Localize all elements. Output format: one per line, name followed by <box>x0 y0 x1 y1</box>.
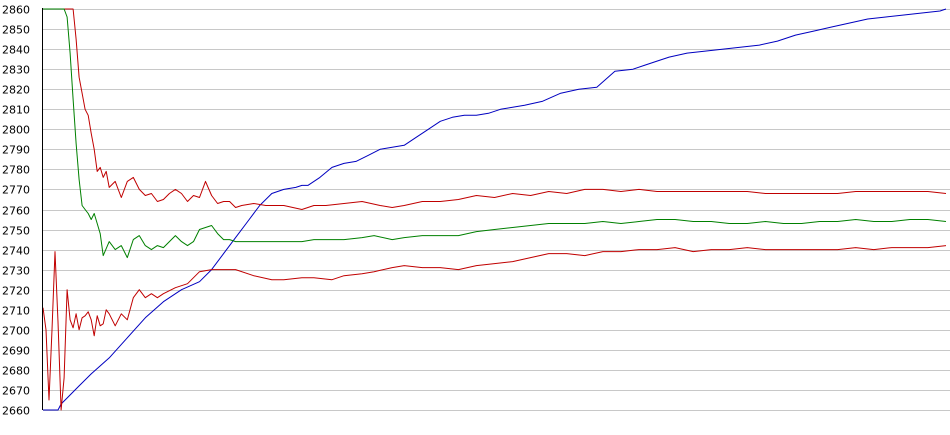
y-tick-label: 2820 <box>2 84 30 97</box>
y-tick-label: 2810 <box>2 104 30 117</box>
y-tick-label: 2830 <box>2 64 30 77</box>
y-tick-label: 2840 <box>2 44 30 57</box>
series-lines <box>42 8 947 411</box>
series-line-blue <box>43 8 947 411</box>
y-tick-label: 2660 <box>2 405 30 418</box>
y-tick-label: 2860 <box>2 4 30 17</box>
y-tick-label: 2730 <box>2 265 30 278</box>
series-line-red-upper <box>43 8 947 210</box>
y-tick-label: 2790 <box>2 144 30 157</box>
y-tick-label: 2780 <box>2 164 30 177</box>
series-line-green <box>43 8 947 259</box>
y-tick-label: 2680 <box>2 365 30 378</box>
y-tick-label: 2760 <box>2 205 30 218</box>
y-tick-label: 2690 <box>2 345 30 358</box>
y-tick-label: 2700 <box>2 325 30 338</box>
y-tick-label: 2740 <box>2 245 30 258</box>
y-tick-label: 2800 <box>2 124 30 137</box>
y-axis-tick-labels: 2660 2670 2680 2690 2700 2710 2720 2730 2740 2750… <box>2 4 30 418</box>
y-tick-label: 2670 <box>2 385 30 398</box>
y-tick-label: 2770 <box>2 184 30 197</box>
y-tick-label: 2720 <box>2 285 30 298</box>
y-tick-label: 2710 <box>2 305 30 318</box>
grid-lines <box>43 9 950 411</box>
y-tick-label: 2750 <box>2 225 30 238</box>
series-line-red-lower <box>42 245 947 411</box>
y-tick-label: 2850 <box>2 24 30 37</box>
